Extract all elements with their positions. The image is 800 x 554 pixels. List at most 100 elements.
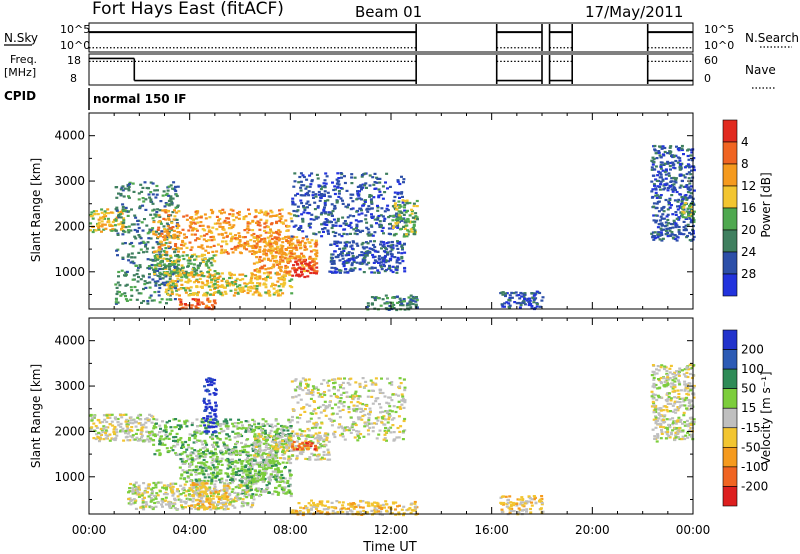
heatmap-cell-region-1	[147, 237, 151, 240]
heatmap-cell-region-4	[249, 278, 253, 281]
heatmap-cell-region-2	[280, 215, 284, 218]
heatmap-cell-region-13	[652, 235, 656, 238]
heatmap-cell-region-13	[658, 185, 662, 188]
heatmap-cell-region-4	[193, 273, 197, 276]
heatmap-cell-region-0	[113, 425, 117, 429]
heatmap-cell-region-9	[381, 244, 385, 247]
heatmap-cell-region-5	[289, 246, 293, 249]
heatmap-cell-region-2	[174, 435, 178, 439]
heatmap-cell-region-1	[174, 287, 178, 290]
heatmap-cell-region-2	[163, 443, 167, 446]
heatmap-cell-region-5	[271, 445, 275, 448]
heatmap-cell-region-4	[264, 291, 268, 294]
heatmap-cell-region-1	[137, 234, 141, 237]
heatmap-cell-region-1	[151, 217, 155, 220]
heatmap-cell-region-13	[670, 231, 674, 234]
heatmap-cell-region-4	[282, 283, 286, 286]
heatmap-cell-region-4	[169, 281, 172, 284]
heatmap-cell-region-3	[215, 473, 219, 476]
heatmap-cell-region-1	[117, 192, 120, 195]
heatmap-cell-region-3	[269, 475, 273, 478]
heatmap-cell-region-5	[269, 259, 273, 262]
heatmap-cell-region-5	[310, 452, 314, 455]
heatmap-cell-region-0	[126, 439, 130, 442]
heatmap-cell-region-1	[165, 203, 169, 206]
heatmap-cell-region-0	[106, 217, 110, 220]
heatmap-cell-region-2	[195, 431, 199, 434]
heatmap-cell-region-4	[251, 273, 255, 276]
heatmap-cell-region-3	[233, 478, 237, 481]
heatmap-cell-region-1	[133, 501, 137, 504]
heatmap-cell-region-13	[682, 233, 686, 236]
heatmap-cell-region-14	[684, 216, 688, 219]
heatmap-cell-region-5	[289, 434, 292, 437]
heatmap-cell-region-4	[230, 276, 233, 279]
heatmap-cell-region-10	[398, 301, 402, 304]
heatmap-cell-region-10	[407, 303, 411, 306]
heatmap-cell-region-9	[348, 241, 351, 244]
heatmap-cell-region-1	[167, 204, 171, 207]
heatmap-cell-region-1	[170, 203, 174, 206]
heatmap-cell-region-5	[253, 269, 257, 272]
heatmap-cell-region-8	[335, 178, 339, 181]
heatmap-cell-region-2	[231, 430, 235, 433]
heatmap-cell-region-2	[173, 209, 176, 212]
freq-tick-high: 18	[67, 54, 81, 67]
heatmap-cell-region-2	[172, 218, 176, 221]
heatmap-cell-region-2	[275, 221, 278, 224]
heatmap-cell-region-11	[405, 235, 409, 238]
heatmap-cell-region-12	[523, 292, 527, 295]
heatmap-cell-region-5	[314, 253, 318, 256]
heatmap-cell-region-0	[103, 217, 106, 220]
heatmap-cell-region-11	[416, 218, 419, 221]
heatmap-cell-region-1	[175, 289, 179, 292]
heatmap-cell-region-1	[159, 481, 163, 484]
heatmap-cell-region-2	[281, 245, 285, 248]
heatmap-cell-region-13	[688, 194, 692, 197]
heatmap-cell-region-2	[212, 244, 216, 247]
heatmap-cell-region-6	[310, 268, 314, 271]
heatmap-cell-region-5	[288, 436, 291, 439]
heatmap-cell-region-5	[267, 434, 271, 437]
heatmap-cell-region-9	[370, 271, 374, 274]
heatmap-cell-region-0	[104, 437, 108, 440]
heatmap-cell-region-5	[270, 440, 274, 443]
heatmap-cell-region-3	[188, 259, 192, 262]
heatmap-cell-region-2	[226, 425, 230, 428]
heatmap-cell-region-4	[186, 281, 190, 284]
heatmap-cell-region-1	[149, 181, 153, 184]
heatmap-cell-region-4	[281, 275, 285, 278]
heatmap-cell-region-4	[170, 292, 174, 295]
heatmap-cell-region-8	[307, 190, 311, 193]
heatmap-cell-region-9	[401, 248, 404, 251]
heatmap-cell-region-4	[256, 291, 260, 294]
heatmap-cell-region-1	[169, 298, 173, 301]
heatmap-cell-region-4	[204, 488, 208, 491]
heatmap-cell-region-9	[383, 255, 387, 259]
heatmap-cell-region-2	[183, 420, 187, 423]
heatmap-cell-region-0	[131, 434, 135, 437]
heatmap-cell-region-0	[98, 440, 101, 443]
heatmap-cell-region-12	[503, 305, 506, 308]
heatmap-cell-region-1	[154, 196, 158, 199]
heatmap-cell-region-5	[267, 244, 271, 247]
heatmap-cell-region-0	[94, 425, 98, 428]
heatmap-cell-region-8	[297, 181, 301, 184]
heatmap-cell-region-13	[667, 203, 671, 206]
heatmap-cell-region-0	[114, 418, 118, 421]
heatmap-cell-region-6	[303, 275, 307, 279]
heatmap-cell-region-1	[163, 250, 167, 253]
heatmap-cell-region-8	[380, 207, 384, 210]
heatmap-cell-region-13	[680, 148, 684, 152]
heatmap-cell-region-1	[115, 249, 119, 252]
heatmap-cell-region-1	[122, 230, 125, 233]
heatmap-cell-region-5	[257, 443, 261, 446]
heatmap-cell-region-3	[189, 473, 193, 476]
heatmap-cell-region-3	[250, 457, 254, 461]
heatmap-cell-region-8	[343, 175, 346, 178]
heatmap-cell-region-2	[221, 240, 224, 243]
heatmap-cell-region-1	[226, 482, 230, 485]
heatmap-cell-region-3	[158, 255, 162, 258]
heatmap-cell-region-2	[173, 426, 177, 429]
colorbar-swatch	[722, 185, 738, 209]
